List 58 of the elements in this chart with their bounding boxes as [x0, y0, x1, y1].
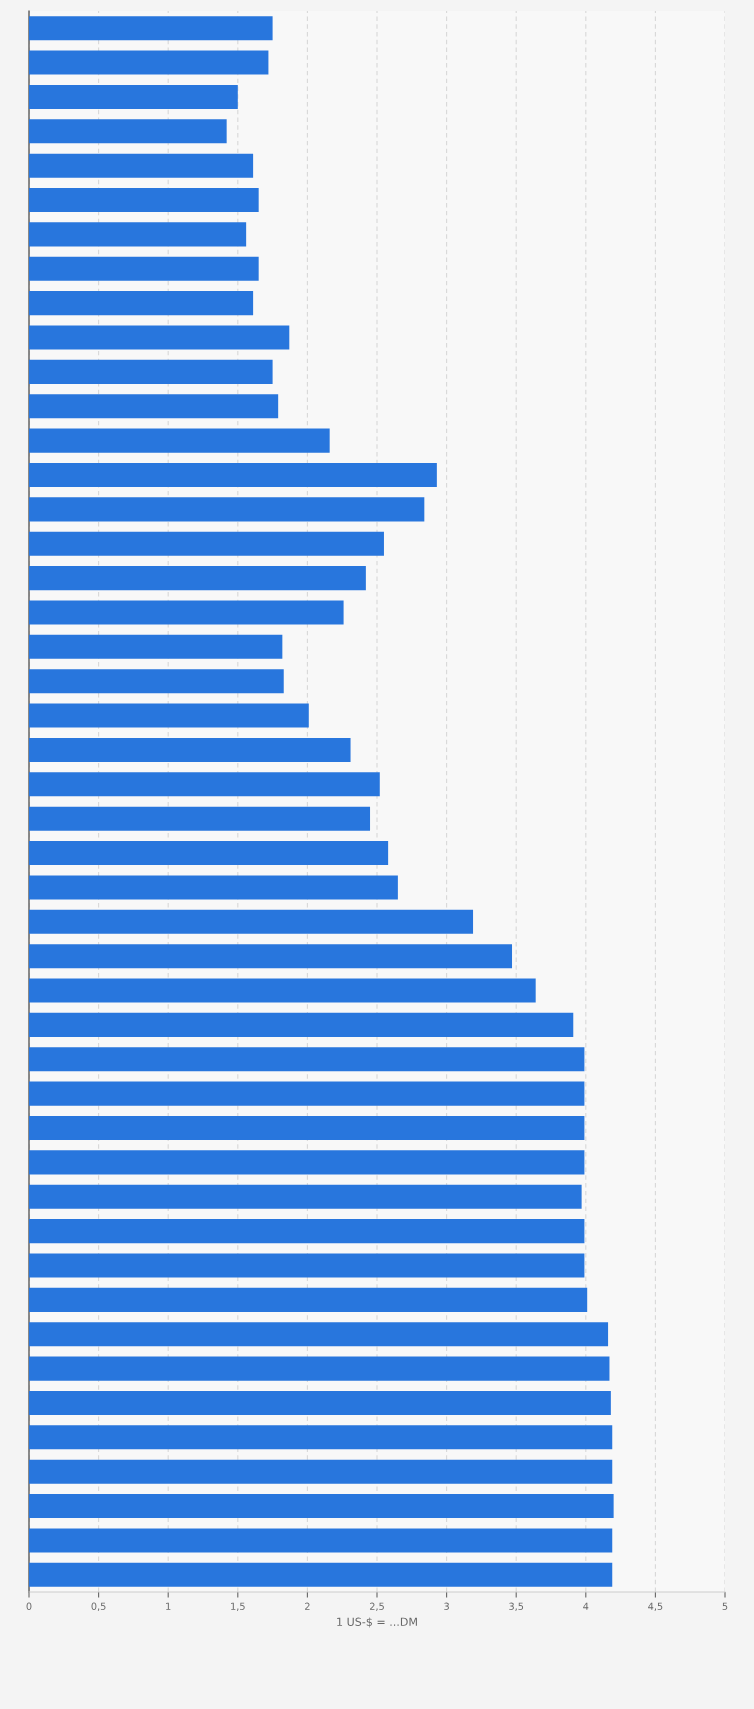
bar	[29, 153, 254, 178]
x-tick-label: 3	[444, 1602, 449, 1610]
bar	[29, 16, 273, 41]
bar	[29, 600, 344, 625]
x-tick-label: 2	[305, 1602, 310, 1610]
bar	[29, 703, 309, 728]
bar	[29, 1115, 585, 1141]
bar	[29, 634, 283, 659]
bar	[29, 772, 380, 797]
x-tick-label: 0,5	[91, 1602, 106, 1611]
bar	[29, 1253, 585, 1278]
bar	[29, 1047, 585, 1072]
x-tick-label: 3,5	[509, 1602, 524, 1611]
bar	[29, 1459, 613, 1484]
bar	[29, 1562, 613, 1587]
bar	[29, 669, 284, 694]
x-tick-label: 2,5	[369, 1602, 384, 1611]
bar	[29, 1425, 613, 1450]
bar	[29, 909, 474, 934]
bar	[29, 394, 279, 419]
bar	[29, 944, 513, 969]
bar	[29, 1012, 574, 1037]
bar	[29, 1494, 614, 1519]
bar	[29, 737, 351, 762]
x-tick-label: 5	[722, 1602, 728, 1610]
bar	[29, 1081, 585, 1106]
bar	[29, 188, 259, 213]
bar	[29, 1150, 585, 1175]
bar	[29, 1219, 585, 1244]
bar	[29, 875, 398, 900]
x-axis-title: 1 US-$ = ...DM	[337, 1617, 417, 1628]
x-tick-label: 1	[166, 1602, 171, 1610]
bar	[29, 1390, 611, 1415]
bar	[29, 428, 330, 453]
bar	[29, 806, 371, 831]
bar	[29, 222, 247, 247]
x-tick-label: 0	[26, 1602, 32, 1610]
bar	[29, 256, 259, 281]
bar	[29, 1287, 588, 1312]
bar	[29, 1528, 613, 1553]
bar	[29, 566, 366, 591]
bar	[29, 119, 227, 144]
bar	[29, 462, 437, 488]
bar	[29, 978, 536, 1003]
x-tick-label: 4	[583, 1602, 589, 1610]
bar	[29, 291, 254, 316]
bar	[29, 1322, 609, 1347]
bar	[29, 841, 389, 866]
bar	[29, 359, 273, 384]
x-tick-label: 4,5	[648, 1602, 663, 1611]
bar	[29, 497, 425, 522]
bar	[29, 531, 384, 556]
bar	[29, 1184, 582, 1209]
bar	[29, 84, 238, 109]
bar	[29, 1356, 610, 1381]
bar	[29, 325, 290, 350]
x-tick-label: 1,5	[231, 1602, 245, 1611]
bar	[29, 50, 269, 75]
